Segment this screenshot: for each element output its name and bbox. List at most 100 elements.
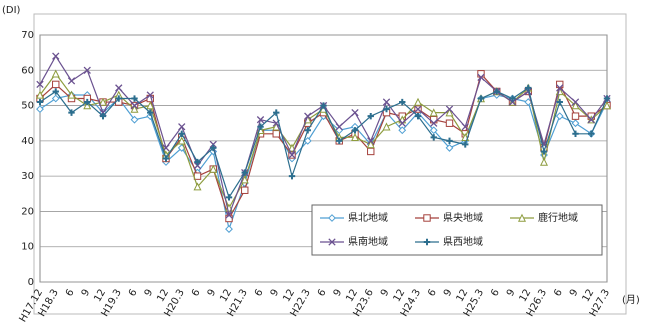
marker [556,80,564,89]
legend-item: 県南地域 [320,235,388,248]
marker [430,119,438,127]
marker [225,211,233,219]
marker [367,147,375,156]
marker [241,186,249,194]
legend-marker [328,214,336,222]
x-tick-label: 6 [316,288,329,299]
x-tick-label: 9 [568,288,581,299]
marker [162,155,170,162]
marker [571,98,580,106]
series-line [39,55,608,218]
marker [445,144,454,152]
x-tick-label: 9 [332,288,345,299]
marker [36,98,44,106]
marker [115,84,123,92]
y-tick-label: 50 [21,101,34,112]
marker [320,102,327,109]
marker [225,225,233,233]
marker [131,95,138,102]
x-tick-label: 9 [80,288,93,299]
legend-item: 鹿行地域 [510,211,578,224]
marker [98,97,108,106]
x-tick-label: 6 [489,288,502,299]
legend-marker [328,238,336,246]
marker [351,108,359,117]
marker [177,136,186,145]
marker [36,105,44,114]
marker [477,70,485,78]
marker [162,144,170,152]
marker [367,137,375,145]
marker [383,105,390,113]
x-axis-label: (月) [622,294,640,306]
marker [240,175,249,184]
marker [209,140,217,149]
marker [556,98,563,106]
marker [430,134,437,141]
x-tick-label: 9 [206,288,219,299]
marker [225,194,233,201]
x-tick-label: 6 [552,288,565,299]
y-tick-label: 0 [28,277,34,288]
marker [52,52,60,60]
marker [241,169,248,176]
marker [146,91,154,99]
y-tick-label: 40 [21,136,34,147]
marker [587,116,595,124]
marker [52,88,59,95]
marker [366,140,375,149]
marker [210,144,217,152]
marker [572,130,579,137]
marker [398,126,407,135]
legend-label: 県央地域 [443,211,483,224]
marker [194,158,201,166]
marker [335,123,343,131]
legend-item: 県西地域 [415,235,483,248]
marker [414,105,422,113]
marker [193,182,202,191]
chart-border [33,13,627,315]
x-tick-label: 6 [64,288,77,299]
marker [304,127,311,134]
marker [146,101,155,110]
marker [446,137,453,145]
y-axis-label: (DI) [2,5,21,16]
marker [351,127,359,134]
marker [209,164,218,173]
legend-marker [423,214,431,222]
legend-marker [423,238,431,246]
legend-item: 県北地域 [320,211,388,224]
x-tick-label: 9 [505,288,518,299]
marker [462,141,469,148]
x-tick-label: 6 [426,288,439,299]
marker [540,148,548,155]
marker [477,73,485,82]
marker [51,94,60,103]
marker [508,98,517,106]
marker [571,112,580,120]
legend-box [311,204,603,256]
x-tick-label: 6 [190,288,203,299]
marker [382,122,391,131]
marker [52,80,60,89]
marker [493,88,500,95]
legend-marker [517,213,527,222]
marker [539,157,549,166]
marker [35,90,45,99]
marker [445,119,454,127]
legend-item: 県央地域 [415,211,483,224]
marker [509,95,516,102]
y-tick-label: 30 [21,171,34,182]
y-tick-label: 20 [21,206,34,217]
marker [602,101,612,110]
marker [556,84,564,92]
marker [178,123,186,131]
x-tick-label: 6 [127,288,140,299]
marker [84,98,91,106]
marker [477,95,485,102]
legend-label: 鹿行地域 [538,211,578,224]
marker [288,151,296,159]
marker [398,119,406,127]
legend-label: 県西地域 [443,235,483,248]
